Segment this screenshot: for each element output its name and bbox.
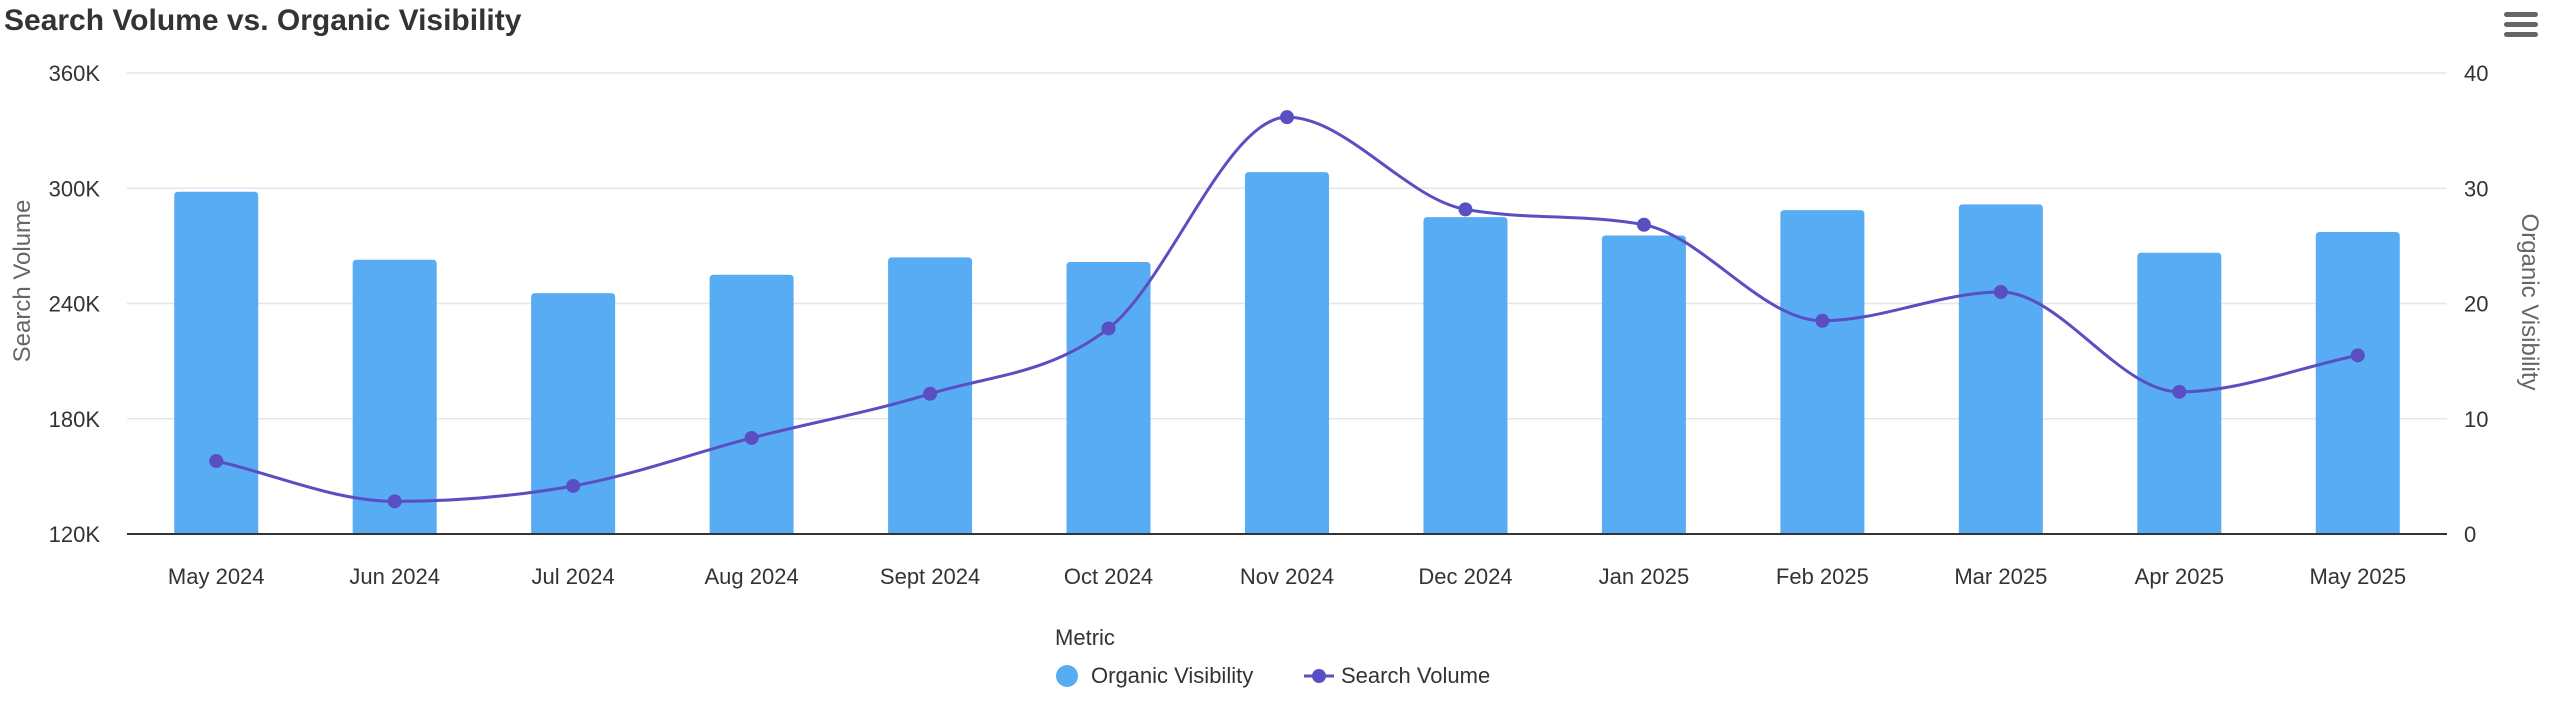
legend-marker-search-volume[interactable] <box>1312 669 1326 683</box>
bar-organic-visibility[interactable] <box>531 293 616 534</box>
x-tick-label: May 2024 <box>168 564 265 589</box>
legend-title: Metric <box>1055 625 1115 650</box>
x-tick-label: Aug 2024 <box>705 564 799 589</box>
x-tick-label: Jan 2025 <box>1599 564 1690 589</box>
bar-organic-visibility[interactable] <box>1245 172 1329 535</box>
y-right-tick-label: 0 <box>2464 522 2476 547</box>
y-right-tick-label: 10 <box>2464 407 2488 432</box>
bar-organic-visibility[interactable] <box>1780 210 1865 534</box>
bar-organic-visibility[interactable] <box>1601 235 1686 534</box>
y-left-tick-label: 240K <box>49 292 101 317</box>
y-right-tick-label: 30 <box>2464 176 2488 201</box>
legend: Metric Organic Visibility Search Volume <box>1055 625 1490 688</box>
bar-organic-visibility[interactable] <box>1423 217 1508 534</box>
line-series-search-volume <box>209 110 2365 509</box>
point-search-volume[interactable] <box>209 454 224 469</box>
hamburger-menu-icon[interactable] <box>2504 12 2538 42</box>
bar-organic-visibility[interactable] <box>352 259 437 534</box>
bar-series-organic-visibility <box>174 172 2400 535</box>
x-tick-label: Sept 2024 <box>880 564 980 589</box>
y-left-axis-title: Search Volume <box>9 200 36 363</box>
bar-organic-visibility[interactable] <box>2315 232 2400 535</box>
y-left-tick-label: 300K <box>49 176 101 201</box>
point-search-volume[interactable] <box>1101 321 1116 336</box>
bar-organic-visibility[interactable] <box>1958 204 2043 534</box>
axes: 120K 0 180K 10 240K 20 300K 30 360K 40 May 2024 Jun… <box>49 61 2489 589</box>
legend-marker-organic-visibility[interactable] <box>1056 665 1078 687</box>
legend-label-organic-visibility[interactable]: Organic Visibility <box>1091 663 1253 688</box>
y-right-axis-title: Organic Visibility <box>2516 214 2543 391</box>
point-search-volume[interactable] <box>1636 217 1651 232</box>
x-tick-label: Oct 2024 <box>1064 564 1153 589</box>
point-search-volume[interactable] <box>923 386 938 401</box>
point-search-volume[interactable] <box>1815 313 1830 328</box>
x-tick-label: Jul 2024 <box>532 564 615 589</box>
point-search-volume[interactable] <box>744 430 759 445</box>
y-left-tick-label: 360K <box>49 61 101 86</box>
x-tick-label: Apr 2025 <box>2135 564 2224 589</box>
y-left-tick-label: 180K <box>49 407 101 432</box>
point-search-volume[interactable] <box>2172 384 2187 399</box>
point-search-volume[interactable] <box>1458 202 1473 217</box>
chart-title: Search Volume vs. Organic Visibility <box>4 4 522 37</box>
y-right-tick-label: 40 <box>2464 61 2488 86</box>
y-right-tick-label: 20 <box>2464 292 2488 317</box>
point-search-volume[interactable] <box>2350 348 2365 363</box>
x-tick-label: Nov 2024 <box>1240 564 1334 589</box>
bar-organic-visibility[interactable] <box>174 191 259 534</box>
bar-organic-visibility[interactable] <box>1066 262 1151 534</box>
point-search-volume[interactable] <box>566 478 581 493</box>
point-search-volume[interactable] <box>1993 284 2008 299</box>
legend-label-search-volume[interactable]: Search Volume <box>1341 663 1490 688</box>
bar-organic-visibility[interactable] <box>709 274 794 534</box>
point-search-volume[interactable] <box>387 494 402 509</box>
x-tick-label: Feb 2025 <box>1776 564 1869 589</box>
x-tick-label: Dec 2024 <box>1418 564 1512 589</box>
x-tick-label: May 2025 <box>2309 564 2406 589</box>
x-tick-label: Mar 2025 <box>1954 564 2047 589</box>
point-search-volume[interactable] <box>1280 110 1294 125</box>
y-left-tick-label: 120K <box>49 522 101 547</box>
x-tick-label: Jun 2024 <box>349 564 440 589</box>
